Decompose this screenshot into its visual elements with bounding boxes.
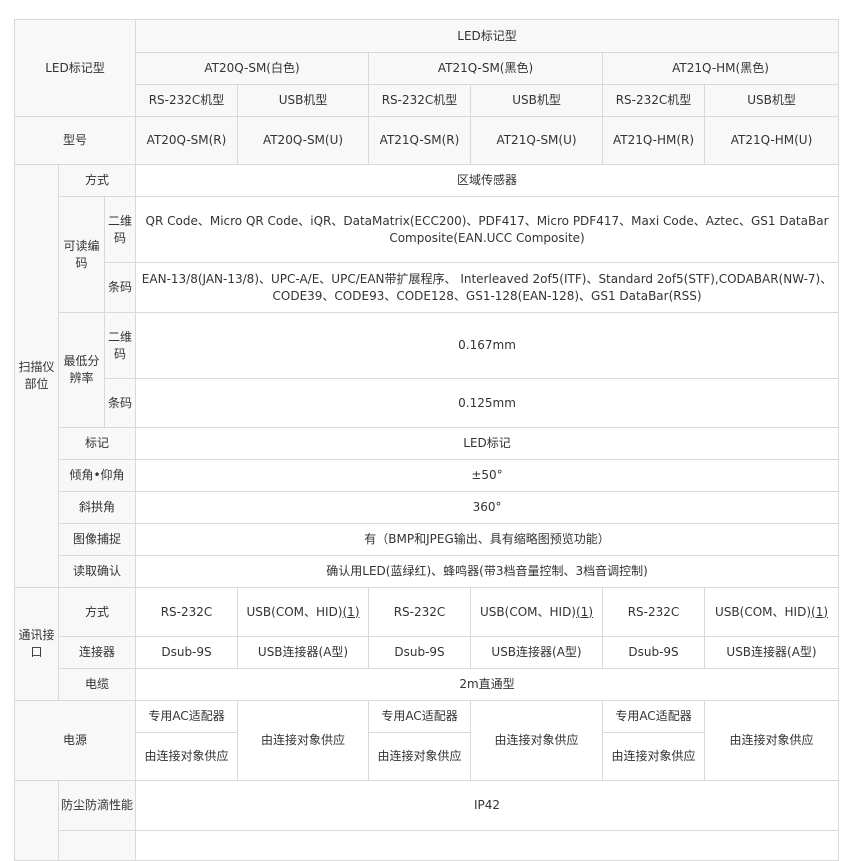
comm-method: RS-232C [135, 587, 239, 637]
connector: USB连接器(A型) [237, 636, 370, 669]
variant-header: RS-232C机型 [602, 84, 706, 117]
variant-header: USB机型 [704, 84, 840, 117]
model-header: AT21Q-SM(黑色) [368, 52, 604, 85]
model-number: AT21Q-HM(U) [704, 116, 840, 165]
row-label: 方式 [57, 164, 137, 197]
model-number: AT20Q-SM(R) [135, 116, 239, 165]
comm-method-text: USB(COM、HID) [480, 604, 576, 619]
row-label [57, 830, 137, 861]
scanner-section-label: 扫描仪部位 [14, 164, 59, 588]
row-label: 最低分辨率 [58, 312, 105, 428]
mark-value: LED标记 [135, 427, 840, 460]
2d-codes-value: QR Code、Micro QR Code、iQR、DataMatrix(ECC… [135, 196, 840, 263]
comm-method: USB(COM、HID)(1) [704, 587, 840, 637]
scan-method-value: 区域传感器 [135, 164, 840, 197]
cable-value: 2m直通型 [135, 668, 840, 701]
variant-header: RS-232C机型 [135, 84, 239, 117]
row-label: 二维码 [103, 312, 137, 379]
comm-method-text: USB(COM、HID) [715, 604, 812, 619]
comm-method: USB(COM、HID)(1) [470, 587, 604, 637]
row-label: 倾角•仰角 [57, 459, 137, 492]
power-ac: 专用AC适配器 [602, 700, 706, 733]
row-label: 条码 [103, 262, 137, 313]
power-supply: 由连接对象供应 [135, 732, 239, 781]
skew-value: 360° [135, 491, 840, 524]
power-supply: 由连接对象供应 [470, 700, 604, 781]
connector: USB连接器(A型) [704, 636, 840, 669]
comm-method: USB(COM、HID)(1) [237, 587, 370, 637]
dust-value: IP42 [135, 780, 840, 831]
min-res-2d-value: 0.167mm [135, 312, 840, 379]
capture-value: 有（BMP和JPEG输出、具有缩略图预览功能） [135, 523, 840, 556]
power-supply: 由连接对象供应 [237, 700, 370, 781]
row-label: 二维码 [103, 196, 137, 263]
model-number: AT21Q-HM(R) [602, 116, 706, 165]
power-label: 电源 [13, 700, 137, 781]
power-ac: 专用AC适配器 [368, 700, 472, 733]
row-label: 连接器 [57, 636, 137, 669]
row-label: 电缆 [57, 668, 137, 701]
row-label: 读取确认 [57, 555, 137, 588]
connector: USB连接器(A型) [470, 636, 604, 669]
row-label: 斜拱角 [57, 491, 137, 524]
min-res-bar-value: 0.125mm [135, 378, 840, 428]
variant-header: RS-232C机型 [368, 84, 472, 117]
barcodes-value: EAN-13/8(JAN-13/8)、UPC-A/E、UPC/EAN带扩展程序、… [135, 262, 840, 313]
model-number: AT21Q-SM(U) [470, 116, 604, 165]
env-section-label [14, 780, 59, 861]
row-label: 方式 [57, 587, 137, 637]
footnote-link[interactable]: (1) [811, 604, 829, 619]
footnote-link[interactable]: (1) [576, 604, 593, 619]
comm-method: RS-232C [368, 587, 472, 637]
angle-value: ±50° [135, 459, 840, 492]
row-label: 标记 [57, 427, 137, 460]
model-header: AT20Q-SM(白色) [135, 52, 370, 85]
connector: Dsub-9S [602, 636, 706, 669]
power-supply: 由连接对象供应 [368, 732, 472, 781]
row-label: 可读编码 [58, 196, 105, 313]
model-number: AT21Q-SM(R) [368, 116, 472, 165]
comm-method: RS-232C [602, 587, 706, 637]
connector: Dsub-9S [368, 636, 472, 669]
footnote-link[interactable]: (1) [342, 604, 360, 619]
header-group: LED标记型 [135, 19, 840, 53]
spec-table: LED标记型 LED标记型 AT20Q-SM(白色) AT21Q-SM(黑色) … [13, 19, 840, 861]
confirm-value: 确认用LED(蓝绿红)、蜂鸣器(带3档音量控制、3档音调控制) [135, 555, 840, 588]
variant-header: USB机型 [237, 84, 370, 117]
model-number-label: 型号 [13, 116, 137, 165]
row-label: 条码 [103, 378, 137, 428]
row-label: 图像捕捉 [57, 523, 137, 556]
power-ac: 专用AC适配器 [135, 700, 239, 733]
header-top-left: LED标记型 [13, 19, 137, 117]
comm-section-label: 通讯接口 [14, 587, 59, 701]
row-label: 防尘防滴性能 [57, 780, 137, 831]
power-supply: 由连接对象供应 [602, 732, 706, 781]
comm-method-text: USB(COM、HID) [246, 604, 343, 619]
connector: Dsub-9S [135, 636, 239, 669]
power-supply: 由连接对象供应 [704, 700, 840, 781]
model-header: AT21Q-HM(黑色) [602, 52, 840, 85]
variant-header: USB机型 [470, 84, 604, 117]
next-value [135, 830, 840, 861]
model-number: AT20Q-SM(U) [237, 116, 370, 165]
